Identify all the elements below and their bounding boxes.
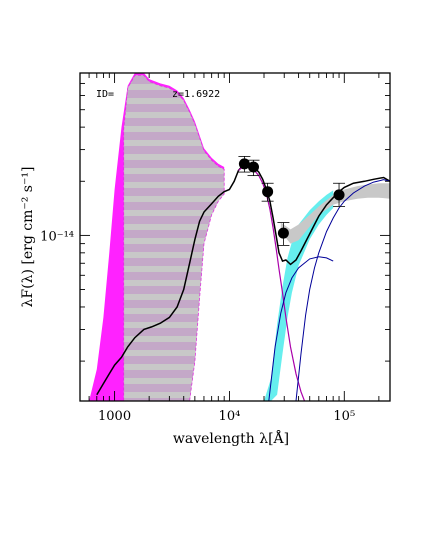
id-label: ID= bbox=[96, 89, 114, 100]
photometry-point bbox=[247, 161, 259, 173]
stellar-model-line bbox=[238, 164, 306, 401]
dust-model-line bbox=[295, 179, 390, 401]
uncertainty-bands bbox=[89, 73, 390, 401]
stellar-inner-band bbox=[123, 75, 225, 401]
photometry-point bbox=[262, 186, 274, 198]
photometry-point bbox=[238, 158, 250, 170]
dust-uncertainty-cyan-band bbox=[264, 190, 334, 401]
y-axis-label: λF(λ) [erg cm⁻² s⁻¹] bbox=[20, 167, 36, 308]
photometry-points bbox=[238, 155, 346, 246]
y-tick-label: 10⁻¹⁴ bbox=[40, 229, 74, 244]
x-tick-label: 10⁵ bbox=[333, 409, 355, 424]
photometry-point bbox=[277, 227, 289, 239]
plot-frame bbox=[79, 72, 391, 402]
agn-model-line bbox=[268, 256, 334, 401]
photometry-point bbox=[333, 189, 345, 201]
axis-ticks: 1000 10⁴ 10⁵ 10⁻¹⁴ bbox=[40, 72, 390, 424]
x-axis-label: wavelength λ[Å] bbox=[173, 429, 289, 447]
x-tick-label: 1000 bbox=[98, 409, 131, 424]
fir-uncertainty-gray-band bbox=[280, 183, 390, 244]
redshift-label: z=1.6922 bbox=[172, 89, 220, 100]
x-tick-label: 10⁴ bbox=[219, 409, 241, 424]
